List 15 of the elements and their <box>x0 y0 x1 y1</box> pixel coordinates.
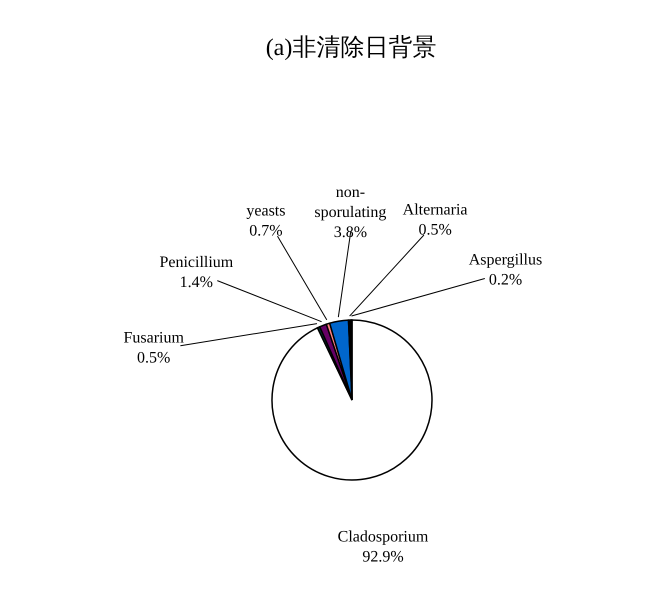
slice-label: Alternaria <box>402 201 468 218</box>
slice-label: Penicillium <box>159 254 234 272</box>
data-label: 0.2% <box>488 272 522 289</box>
chart-title: (a)非清除日背景 <box>266 35 436 61</box>
slice-label: Aspergillus <box>468 252 542 269</box>
data-label: 0.7% <box>249 222 283 240</box>
slice-label: yeasts <box>246 202 286 220</box>
data-label: 1.4% <box>180 274 213 292</box>
data-label: 3.8% <box>334 224 368 242</box>
data-label: 0.5% <box>137 349 170 366</box>
data-label: 92.9% <box>362 548 404 566</box>
slice-label: non-sporulating <box>314 184 386 222</box>
slice-label: Cladosporium <box>338 528 429 546</box>
data-label: 0.5% <box>418 221 452 238</box>
slice-label: Fusarium <box>123 329 184 346</box>
